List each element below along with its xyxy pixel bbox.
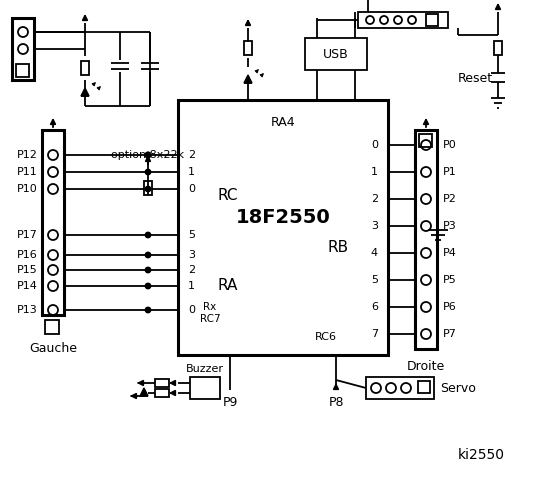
Bar xyxy=(144,181,152,195)
Text: Rx
RC7: Rx RC7 xyxy=(200,302,220,324)
Text: P13: P13 xyxy=(17,305,38,315)
Text: RC6: RC6 xyxy=(315,332,337,342)
Text: 7: 7 xyxy=(371,329,378,339)
Text: USB: USB xyxy=(323,48,349,60)
Bar xyxy=(366,377,434,399)
Bar xyxy=(494,41,502,55)
Text: 3: 3 xyxy=(188,250,195,260)
Circle shape xyxy=(145,232,150,238)
Text: Servo: Servo xyxy=(440,382,476,395)
Bar xyxy=(45,320,59,334)
Polygon shape xyxy=(81,88,89,96)
Text: P15: P15 xyxy=(17,265,38,275)
Text: P6: P6 xyxy=(443,302,457,312)
Text: 2: 2 xyxy=(188,265,195,275)
Text: option 8x22k: option 8x22k xyxy=(112,150,185,160)
Text: ki2550: ki2550 xyxy=(458,448,505,462)
Text: 2: 2 xyxy=(371,194,378,204)
Text: 4: 4 xyxy=(371,248,378,258)
Text: 0: 0 xyxy=(371,140,378,150)
Text: P3: P3 xyxy=(443,221,457,231)
Bar xyxy=(42,130,64,315)
Text: 0: 0 xyxy=(188,184,195,194)
Bar xyxy=(155,379,169,387)
Text: RA4: RA4 xyxy=(270,116,295,129)
Text: Gauche: Gauche xyxy=(29,341,77,355)
Bar xyxy=(81,61,89,75)
Bar xyxy=(244,41,252,55)
Circle shape xyxy=(145,169,150,175)
Text: 5: 5 xyxy=(371,275,378,285)
Text: P0: P0 xyxy=(443,140,457,150)
Text: P14: P14 xyxy=(17,281,38,291)
Text: 2: 2 xyxy=(188,150,195,160)
Text: 0: 0 xyxy=(188,305,195,315)
Text: P11: P11 xyxy=(17,167,38,177)
Bar xyxy=(190,377,220,399)
Circle shape xyxy=(145,153,150,157)
Text: Droite: Droite xyxy=(407,360,445,373)
Bar xyxy=(16,64,29,77)
Bar xyxy=(12,18,34,80)
Text: 5: 5 xyxy=(188,230,195,240)
Text: 3: 3 xyxy=(371,221,378,231)
Text: P8: P8 xyxy=(328,396,344,408)
Circle shape xyxy=(145,308,150,312)
Text: 18F2550: 18F2550 xyxy=(236,208,330,227)
Polygon shape xyxy=(244,75,252,83)
Text: P7: P7 xyxy=(443,329,457,339)
Text: P1: P1 xyxy=(443,167,457,177)
Text: RB: RB xyxy=(327,240,348,255)
Text: P17: P17 xyxy=(17,230,38,240)
Text: P10: P10 xyxy=(17,184,38,194)
Bar xyxy=(418,381,430,393)
Text: 6: 6 xyxy=(371,302,378,312)
Circle shape xyxy=(145,187,150,192)
Bar xyxy=(178,100,388,355)
Text: Buzzer: Buzzer xyxy=(186,364,224,374)
Text: P4: P4 xyxy=(443,248,457,258)
Text: 1: 1 xyxy=(371,167,378,177)
Text: RA: RA xyxy=(218,277,238,292)
Bar xyxy=(426,14,438,26)
Circle shape xyxy=(145,153,150,157)
Text: P9: P9 xyxy=(222,396,238,408)
Bar xyxy=(155,389,169,397)
Polygon shape xyxy=(140,388,148,396)
Text: P2: P2 xyxy=(443,194,457,204)
Bar xyxy=(358,12,448,28)
Bar xyxy=(419,134,432,147)
Circle shape xyxy=(145,252,150,257)
Circle shape xyxy=(145,267,150,273)
Text: Reset: Reset xyxy=(458,72,493,84)
Text: 1: 1 xyxy=(188,167,195,177)
Text: 1: 1 xyxy=(188,281,195,291)
Text: P12: P12 xyxy=(17,150,38,160)
Text: P5: P5 xyxy=(443,275,457,285)
Text: P16: P16 xyxy=(17,250,38,260)
Bar xyxy=(415,130,437,349)
Bar xyxy=(305,38,367,70)
Text: RC: RC xyxy=(218,188,238,203)
Circle shape xyxy=(145,284,150,288)
